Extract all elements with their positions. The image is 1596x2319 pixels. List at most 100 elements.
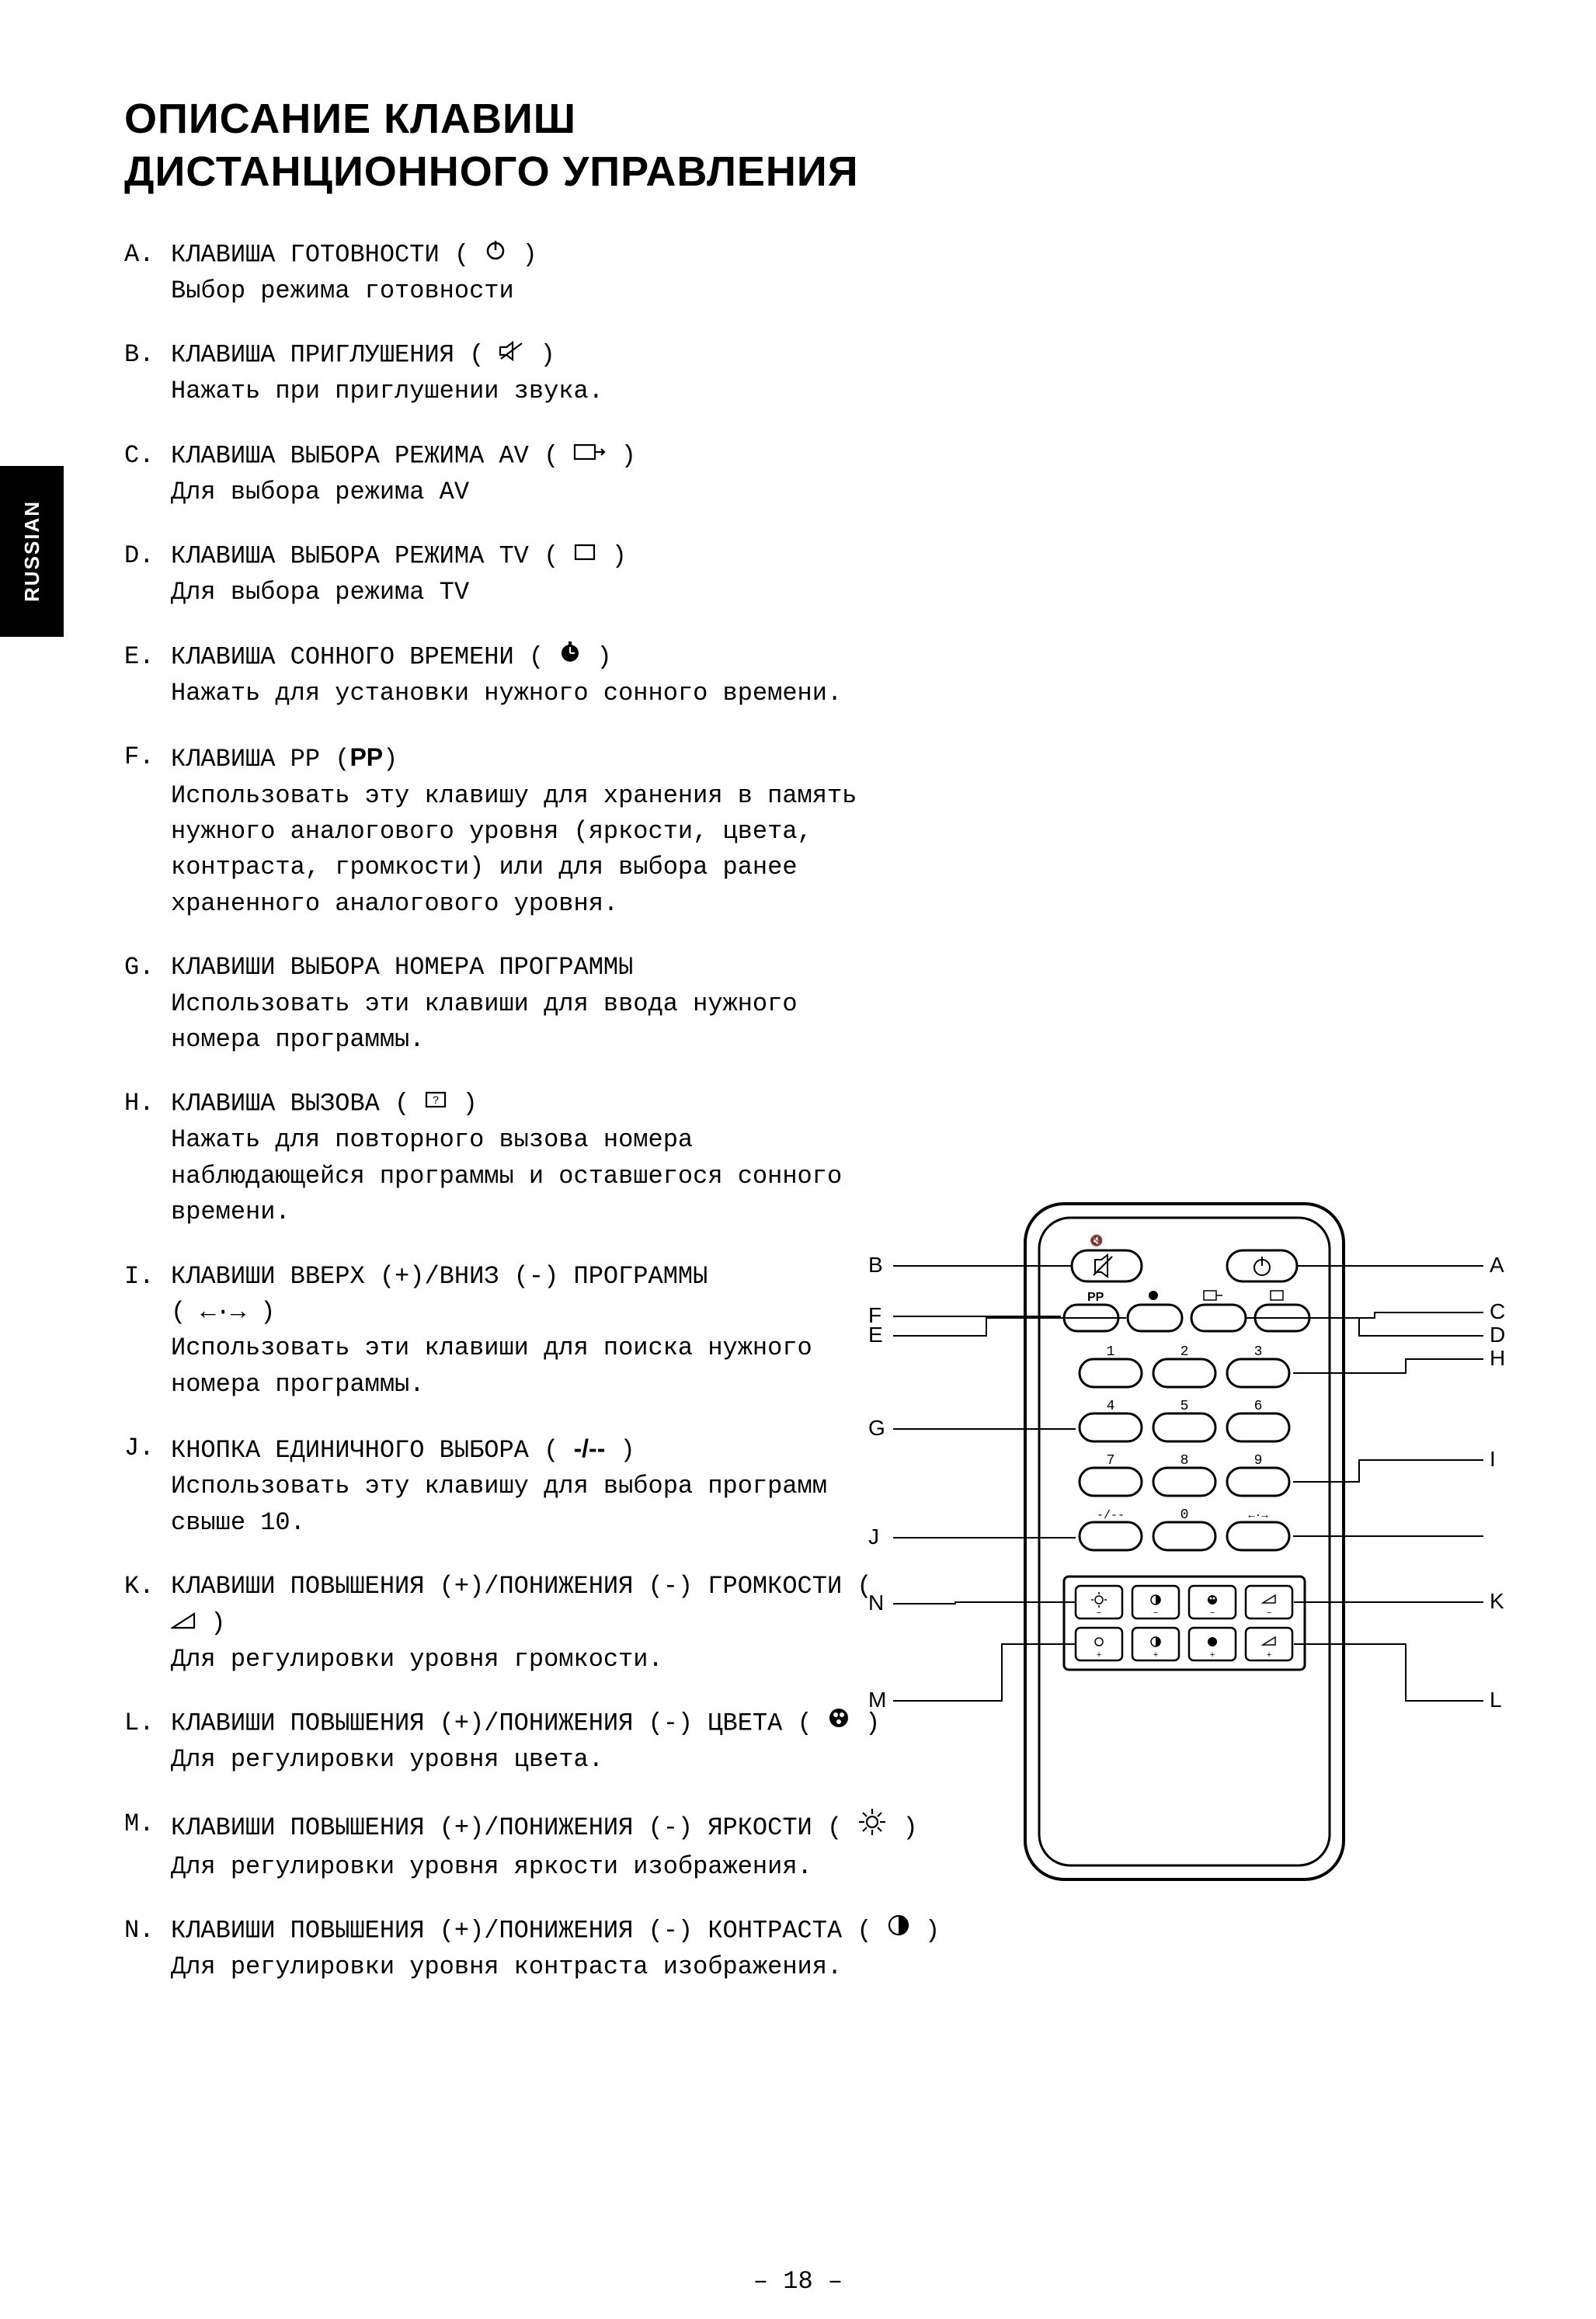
svg-text:9: 9 <box>1254 1453 1263 1469</box>
item-body: КЛАВИШИ ПОВЫШЕНИЯ (+)/ПОНИЖЕНИЯ (-) ГРОМ… <box>171 1569 901 1678</box>
page-number: – 18 – <box>0 2267 1596 2296</box>
volume-icon <box>171 1605 196 1641</box>
item-letter: E. <box>124 639 171 711</box>
svg-text:4: 4 <box>1107 1399 1115 1414</box>
label-d: D <box>1490 1323 1505 1347</box>
key-descriptions-list: A. КЛАВИША ГОТОВНОСТИ ( ) Выбор режима г… <box>124 237 901 2014</box>
item-desc: Использовать эти клавиши для ввода нужно… <box>171 986 901 1059</box>
svg-text:PP: PP <box>1087 1291 1104 1304</box>
item-title: КЛАВИША ПРИГЛУШЕНИЯ ( <box>171 341 499 370</box>
item-title-after: ) <box>507 241 537 269</box>
label-k: K <box>1490 1589 1504 1613</box>
item-body: КЛАВИШИ ПОВЫШЕНИЯ (+)/ПОНИЖЕНИЯ (-) ЦВЕТ… <box>171 1705 901 1778</box>
item-desc: Использовать эту клавишу для выбора прог… <box>171 1469 901 1541</box>
item-letter: K. <box>124 1569 171 1678</box>
item-title-after: ) <box>606 442 635 471</box>
svg-text:+: + <box>1267 1651 1272 1660</box>
item-title: КЛАВИША ВЫЗОВА ( <box>171 1090 424 1118</box>
label-m: M <box>868 1688 886 1712</box>
item-title-after: ) <box>196 1608 225 1637</box>
item-title: КЛАВИША СОННОГО ВРЕМЕНИ ( <box>171 642 558 671</box>
item-title: КЛАВИША ВЫБОРА РЕЖИМА AV ( <box>171 442 573 471</box>
svg-text:−: − <box>1210 1609 1215 1618</box>
manual-page: RUSSIAN ОПИСАНИЕ КЛАВИШ ДИСТАНЦИОННОГО У… <box>0 0 1596 2319</box>
item-desc: Для регулировки уровня контраста изображ… <box>171 1949 1367 1985</box>
item-sub: ( ←·→ ) <box>171 1295 901 1330</box>
btn-power <box>1227 1250 1297 1281</box>
svg-text:0: 0 <box>1180 1507 1189 1523</box>
item-title-after: ) <box>383 745 398 774</box>
item-f: F. КЛАВИША PP (PP) Использовать эту клав… <box>124 739 901 922</box>
item-title-after: ) <box>910 1917 940 1945</box>
item-desc: Нажать при приглушении звука. <box>171 374 901 409</box>
item-body: КЛАВИША PP (PP) Использовать эту клавишу… <box>171 739 901 922</box>
item-letter: J. <box>124 1431 171 1541</box>
item-a: A. КЛАВИША ГОТОВНОСТИ ( ) Выбор режима г… <box>124 237 901 309</box>
item-desc: Для регулировки уровня цвета. <box>171 1742 901 1778</box>
language-tab-text: RUSSIAN <box>20 500 44 602</box>
svg-text:+: + <box>1153 1651 1159 1660</box>
svg-text:+: + <box>1210 1651 1215 1660</box>
svg-text:6: 6 <box>1254 1399 1263 1414</box>
svg-text:−: − <box>1153 1609 1159 1618</box>
item-body: КЛАВИШИ ВВЕРХ (+)/ВНИЗ (-) ПРОГРАММЫ ( ←… <box>171 1259 901 1403</box>
page-title: ОПИСАНИЕ КЛАВИШ ДИСТАНЦИОННОГО УПРАВЛЕНИ… <box>124 93 1503 198</box>
item-letter: L. <box>124 1705 171 1778</box>
item-body: КНОПКА ЕДИНИЧНОГО ВЫБОРА ( -/-- ) Исполь… <box>171 1431 901 1541</box>
item-h: H. КЛАВИША ВЫЗОВА ( ? ) Нажать для повто… <box>124 1086 901 1230</box>
item-body: КЛАВИША ПРИГЛУШЕНИЯ ( ) Нажать при пригл… <box>171 337 901 409</box>
item-body: КЛАВИШИ ВЫБОРА НОМЕРА ПРОГРАММЫ Использо… <box>171 950 901 1058</box>
label-a: A <box>1490 1253 1504 1277</box>
item-j: J. КНОПКА ЕДИНИЧНОГО ВЫБОРА ( -/-- ) Исп… <box>124 1431 901 1541</box>
label-l: L <box>1490 1688 1502 1712</box>
title-line-2: ДИСТАНЦИОННОГО УПРАВЛЕНИЯ <box>124 148 859 195</box>
btn-mute-label: 🔇 <box>1090 1234 1103 1247</box>
item-letter: F. <box>124 739 171 922</box>
svg-text:1: 1 <box>1107 1344 1115 1360</box>
item-body: КЛАВИШИ ПОВЫШЕНИЯ (+)/ПОНИЖЕНИЯ (-) КОНТ… <box>171 1913 1367 1985</box>
svg-text:3: 3 <box>1254 1344 1263 1360</box>
item-desc: Использовать эти клавиши для поиска нужн… <box>171 1330 901 1403</box>
item-letter: A. <box>124 237 171 309</box>
item-body: КЛАВИША СОННОГО ВРЕМЕНИ ( ) Нажать для у… <box>171 639 901 711</box>
item-title: КЛАВИШИ ПОВЫШЕНИЯ (+)/ПОНИЖЕНИЯ (-) ЦВЕТ… <box>171 1709 827 1738</box>
label-h: H <box>1490 1346 1505 1370</box>
item-letter: D. <box>124 538 171 610</box>
power-icon <box>484 237 507 273</box>
item-title: КЛАВИШИ ВЫБОРА НОМЕРА ПРОГРАММЫ <box>171 953 633 982</box>
mute-icon <box>499 337 525 373</box>
item-title: КЛАВИША ГОТОВНОСТИ ( <box>171 241 484 269</box>
item-desc: Для выбора режима TV <box>171 575 901 610</box>
item-letter: B. <box>124 337 171 409</box>
item-title: КНОПКА ЕДИНИЧНОГО ВЫБОРА ( <box>171 1436 573 1465</box>
label-e: E <box>868 1323 883 1347</box>
item-desc: Для регулировки уровня громкости. <box>171 1642 901 1678</box>
item-letter: C. <box>124 438 171 510</box>
item-title-after: ) <box>582 642 611 671</box>
item-desc: Нажать для установки нужного сонного вре… <box>171 676 901 711</box>
color-icon <box>827 1705 850 1741</box>
item-letter: I. <box>124 1259 171 1403</box>
item-i: I. КЛАВИШИ ВВЕРХ (+)/ВНИЗ (-) ПРОГРАММЫ … <box>124 1259 901 1403</box>
recall-icon: ? <box>424 1086 447 1121</box>
av-icon <box>573 438 606 474</box>
remote-svg: 🔇 PP 1 2 3 4 <box>862 1196 1507 1895</box>
title-line-1: ОПИСАНИЕ КЛАВИШ <box>124 96 576 142</box>
btn-mute <box>1072 1250 1142 1281</box>
item-desc: Нажать для повторного вызова номера набл… <box>171 1122 901 1230</box>
item-l: L. КЛАВИШИ ПОВЫШЕНИЯ (+)/ПОНИЖЕНИЯ (-) Ц… <box>124 1705 901 1778</box>
svg-text:←·→: ←·→ <box>1248 1510 1268 1522</box>
label-c: C <box>1490 1299 1505 1323</box>
item-desc: Для выбора режима AV <box>171 475 901 510</box>
svg-text:?: ? <box>433 1093 440 1106</box>
label-b: B <box>868 1253 883 1277</box>
svg-text:−: − <box>1267 1609 1272 1618</box>
svg-text:7: 7 <box>1107 1453 1115 1469</box>
item-c: C. КЛАВИША ВЫБОРА РЕЖИМА AV ( ) Для выбо… <box>124 438 901 510</box>
language-tab: RUSSIAN <box>0 466 64 637</box>
item-title: КЛАВИША ВЫБОРА РЕЖИМА TV ( <box>171 542 573 571</box>
label-i: I <box>1490 1447 1496 1471</box>
item-title-after: ) <box>605 1436 635 1465</box>
item-desc: Выбор режима готовности <box>171 273 901 309</box>
item-letter: H. <box>124 1086 171 1230</box>
